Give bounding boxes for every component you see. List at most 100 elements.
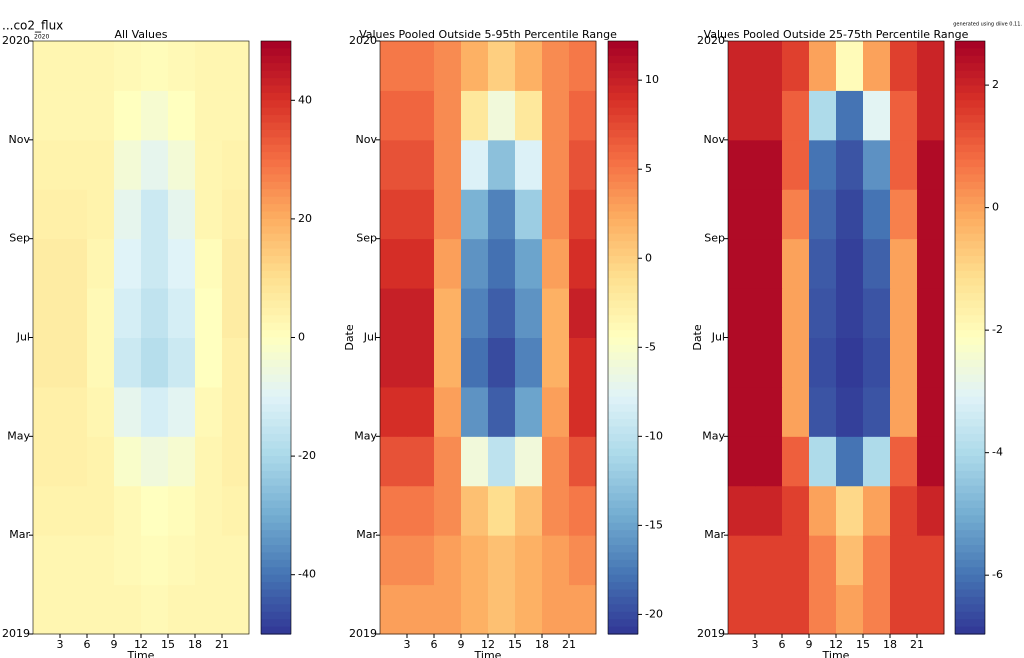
heatmap-cell	[434, 139, 462, 190]
heatmap-cell	[168, 238, 196, 289]
colorbar-segment	[261, 456, 291, 465]
heatmap-cell	[407, 238, 435, 289]
heatmap-cell	[461, 139, 489, 190]
colorbar-segment	[261, 545, 291, 554]
heatmap-cell	[755, 337, 783, 388]
heatmap-cell	[542, 189, 570, 240]
colorbar-segment	[955, 396, 985, 405]
x-tick-label: 3	[57, 638, 64, 651]
colorbar-segment	[955, 411, 985, 420]
colorbar-segment	[955, 85, 985, 94]
y-tick-label: Sep	[704, 232, 725, 245]
colorbar-segment	[261, 315, 291, 324]
colorbar-tick-label: -6	[992, 568, 1003, 581]
heatmap-cell	[917, 485, 945, 536]
heatmap-cell	[755, 584, 783, 635]
colorbar-segment	[261, 404, 291, 413]
heatmap-cell	[488, 90, 516, 141]
colorbar-tick-label: -15	[645, 518, 663, 531]
heatmap-cell	[515, 584, 543, 635]
heatmap-cell	[33, 485, 61, 536]
colorbar-segment	[261, 344, 291, 353]
heatmap-cell	[87, 386, 115, 437]
heatmap-cell	[809, 584, 837, 635]
colorbar-segment	[955, 344, 985, 353]
figure-sublabel: 2020	[34, 34, 49, 41]
colorbar-segment	[955, 574, 985, 583]
colorbar-segment	[608, 144, 638, 153]
heatmap-cell	[60, 238, 88, 289]
colorbar-segment	[261, 411, 291, 420]
heatmap-cell	[87, 90, 115, 141]
colorbar-segment	[608, 159, 638, 168]
y-tick-label: Mar	[356, 528, 377, 541]
heatmap-cell	[863, 288, 891, 338]
heatmap-cell	[836, 535, 864, 586]
heatmap-cell	[782, 535, 810, 586]
heatmap-cell	[141, 337, 169, 388]
colorbar-segment	[955, 507, 985, 516]
colorbar-segment	[955, 441, 985, 450]
colorbar-segment	[261, 92, 291, 101]
colorbar-frame	[954, 40, 986, 635]
heatmap-cell	[33, 584, 61, 635]
colorbar-segment	[261, 619, 291, 628]
heatmap-cell	[114, 337, 142, 388]
heatmap-cell	[515, 139, 543, 190]
colorbar-segment	[261, 589, 291, 598]
colorbar-segment	[955, 100, 985, 109]
colorbar-segment	[261, 537, 291, 546]
colorbar-segment	[955, 367, 985, 376]
colorbar-segment	[608, 211, 638, 220]
heatmap-cell	[515, 189, 543, 240]
heatmap-cell	[461, 189, 489, 240]
heatmap-cell	[195, 386, 223, 437]
x-tick-label: 21	[910, 638, 924, 651]
y-axis-label: Date	[343, 324, 356, 351]
colorbar-segment	[955, 233, 985, 242]
colorbar-segment	[261, 285, 291, 294]
colorbar-segment	[955, 226, 985, 235]
heatmap-cell	[755, 436, 783, 487]
colorbar-tick-label: 0	[992, 201, 999, 214]
colorbar-segment	[608, 426, 638, 435]
colorbar-segment	[955, 500, 985, 509]
heatmap-cell	[222, 485, 250, 536]
heatmap-cell	[728, 90, 756, 141]
heatmap-cell	[114, 436, 142, 487]
heatmap-cell	[380, 90, 408, 141]
heatmap-cell	[461, 584, 489, 635]
heatmap-cell	[836, 386, 864, 437]
heatmap-cell	[168, 189, 196, 240]
heatmap-cell	[809, 386, 837, 437]
heatmap-cell	[836, 288, 864, 338]
colorbar-segment	[261, 626, 291, 635]
colorbar-segment	[608, 241, 638, 250]
heatmap-cell	[542, 436, 570, 487]
colorbar-segment	[955, 463, 985, 472]
heatmap-cell	[114, 139, 142, 190]
colorbar-segment	[608, 626, 638, 635]
heatmap-cell	[407, 436, 435, 487]
colorbar-segment	[955, 263, 985, 272]
colorbar-segment	[608, 493, 638, 502]
colorbar-tick-label: -40	[298, 568, 316, 581]
heatmap-cell	[542, 584, 570, 635]
colorbar-segment	[608, 507, 638, 516]
x-tick-label: 9	[111, 638, 118, 651]
heatmap-cell	[60, 139, 88, 190]
colorbar-segment	[261, 211, 291, 220]
colorbar-segment	[608, 374, 638, 383]
colorbar-segment	[261, 389, 291, 398]
colorbar-segment	[608, 545, 638, 554]
colorbar-segment	[608, 567, 638, 576]
heatmap-cell	[569, 337, 597, 388]
heatmap-cell	[114, 90, 142, 141]
colorbar-segment	[608, 78, 638, 87]
colorbar-segment	[608, 196, 638, 205]
colorbar-segment	[955, 137, 985, 146]
y-tick-label: May	[7, 429, 30, 442]
colorbar-segment	[608, 344, 638, 353]
colorbar-segment	[261, 181, 291, 190]
heatmap-cell	[114, 288, 142, 338]
